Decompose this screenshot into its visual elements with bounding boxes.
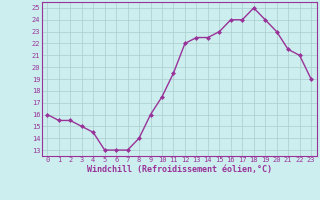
X-axis label: Windchill (Refroidissement éolien,°C): Windchill (Refroidissement éolien,°C) — [87, 165, 272, 174]
